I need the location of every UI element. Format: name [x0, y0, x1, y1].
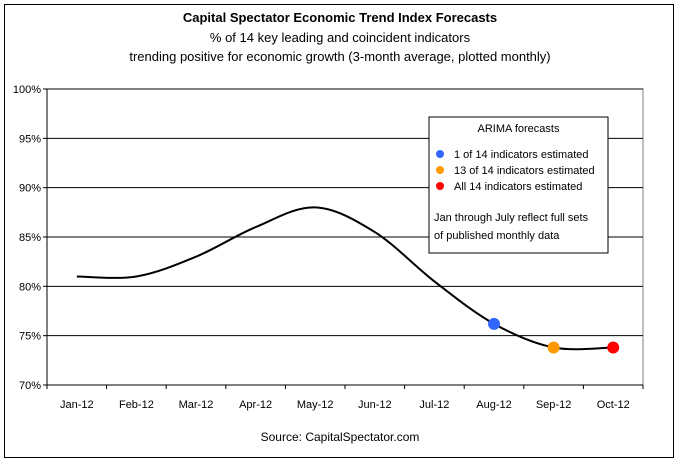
legend-box	[428, 116, 609, 254]
trend-index-line	[76, 206, 614, 351]
y-tick-label: 90%	[19, 183, 41, 195]
legend-label: 1 of 14 indicators estimated	[454, 149, 589, 161]
forecast-marker	[488, 317, 500, 330]
chart-title: Capital Spectator Economic Trend Index F…	[182, 10, 498, 25]
x-tick-label: Feb-12	[119, 399, 154, 411]
legend-note-1: Jan through July reflect full sets	[434, 212, 589, 224]
x-tick-label: Mar-12	[179, 399, 214, 411]
legend-note-2: of published monthly data	[434, 230, 560, 242]
legend-marker	[436, 182, 444, 190]
forecast-marker	[607, 341, 620, 354]
y-tick-label: 95%	[19, 133, 41, 145]
x-tick-label: Sep-12	[536, 399, 571, 411]
legend-marker	[436, 150, 444, 158]
y-tick-label: 70%	[19, 380, 41, 392]
y-tick-label: 85%	[19, 232, 41, 244]
x-tick-label: Oct-12	[597, 399, 630, 411]
legend-title: ARIMA forecasts	[478, 123, 560, 135]
x-tick-label: Aug-12	[476, 399, 511, 411]
chart-subtitle-1: % of 14 key leading and coincident indic…	[209, 30, 471, 45]
legend-label: 13 of 14 indicators estimated	[454, 165, 595, 177]
y-tick-label: 75%	[19, 331, 41, 343]
y-tick-label: 80%	[19, 281, 41, 293]
x-tick-label: Apr-12	[239, 399, 272, 411]
x-tick-label: Jun-12	[358, 399, 392, 411]
x-tick-label: May-12	[297, 399, 334, 411]
x-tick-label: Jul-12	[419, 399, 449, 411]
x-tick-label: Jan-12	[60, 399, 94, 411]
y-tick-label: 100%	[13, 84, 41, 96]
legend-marker	[436, 166, 444, 174]
legend-label: All 14 indicators estimated	[454, 181, 582, 193]
forecast-marker	[547, 341, 560, 354]
chart-source: Source: CapitalSpectator.com	[260, 430, 420, 444]
chart-subtitle-2: trending positive for economic growth (3…	[129, 49, 551, 64]
